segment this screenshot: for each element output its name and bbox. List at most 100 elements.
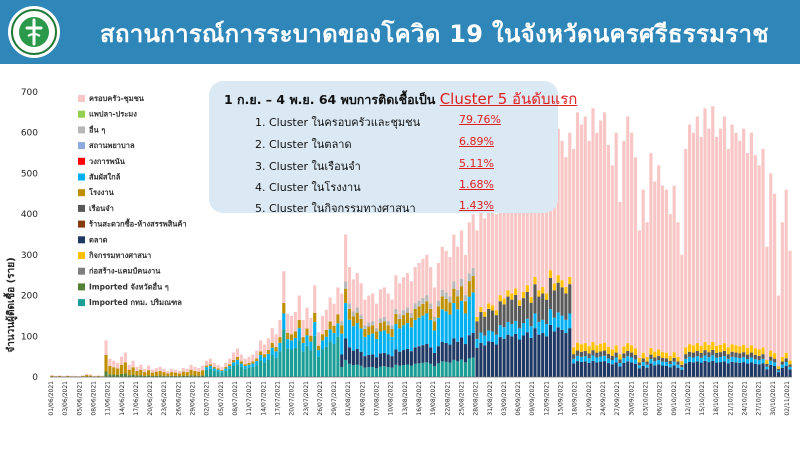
bar-segment [487, 341, 491, 377]
bar-segment [328, 329, 332, 342]
bar-segment [784, 358, 788, 363]
bar-segment [212, 370, 216, 377]
bar-segment [776, 368, 781, 371]
bar-segment [409, 281, 413, 313]
bar-segment [776, 372, 781, 377]
bar-segment [479, 206, 483, 307]
bar-segment [545, 324, 549, 337]
bar-segment [320, 334, 325, 341]
summary-heading: 1 ก.ย. – 4 พ.ย. 64 พบการติดเชื้อเป็น Clu… [224, 87, 577, 111]
bar-segment [626, 343, 630, 351]
x-tick-label: 08/07/2021 [232, 381, 239, 416]
bar-segment [649, 354, 653, 360]
bar-segment [722, 116, 726, 344]
bar-segment [703, 350, 707, 356]
bar-segment [564, 333, 568, 377]
bar-segment [344, 338, 348, 360]
bar-segment [769, 360, 773, 365]
bar-segment [780, 364, 784, 368]
bar-segment [487, 197, 491, 304]
bar-segment [347, 267, 352, 304]
bar-segment [514, 295, 518, 321]
bar-segment [363, 329, 367, 337]
bar-segment [201, 370, 205, 376]
bar-segment [471, 267, 475, 277]
legend-swatch [78, 95, 85, 102]
summary-heading-text: 1 ก.ย. – 4 พ.ย. 64 พบการติดเชื้อเป็น [224, 92, 436, 107]
bar-segment [541, 333, 545, 377]
bar-segment [174, 369, 178, 373]
bar-segment [425, 301, 429, 314]
bar-segment [591, 350, 595, 356]
bar-segment [73, 376, 77, 377]
bar-segment [660, 357, 665, 362]
bar-segment [506, 290, 510, 297]
bar-segment [595, 357, 599, 363]
bar-segment [684, 354, 688, 359]
bar-segment [340, 321, 344, 326]
bar-segment [247, 364, 251, 368]
bar-segment [498, 325, 502, 338]
bar-segment [398, 314, 402, 319]
bar-segment [239, 354, 243, 362]
bar-segment [286, 313, 290, 333]
bar-segment [309, 335, 313, 342]
bar-segment [320, 349, 325, 377]
bar-segment [289, 340, 294, 350]
bar-segment [309, 317, 313, 336]
bar-segment [622, 358, 626, 363]
bar-segment [409, 327, 413, 352]
bar-segment [745, 359, 750, 364]
bar-segment [146, 370, 151, 376]
bar-segment [552, 283, 556, 291]
bar-segment [347, 319, 352, 348]
bar-segment [773, 193, 777, 354]
bar-segment [653, 357, 657, 362]
bar-segment [390, 325, 394, 330]
legend-swatch [78, 267, 85, 275]
x-tick-label: 11/06/2021 [105, 381, 112, 416]
bar-segment [382, 366, 386, 377]
bar-segment [394, 324, 398, 350]
bar-segment [753, 155, 757, 349]
bar-segment [347, 303, 352, 309]
bar-segment [734, 352, 738, 358]
bar-segment [351, 279, 355, 312]
bar-segment [251, 354, 255, 362]
bar-segment [660, 352, 665, 358]
cluster-item-1-label: 1. Cluster ในครอบครัวและชุมชน [255, 116, 421, 129]
bar-segment [633, 157, 638, 349]
bar-segment [224, 367, 228, 369]
bar-segment [255, 358, 259, 362]
bar-segment [177, 376, 182, 377]
bar-segment [301, 320, 305, 338]
legend-swatch [78, 157, 85, 165]
bar-segment [301, 351, 305, 377]
bar-segment [657, 355, 661, 361]
bar-segment [487, 308, 491, 331]
bar-segment [649, 153, 653, 348]
bar-segment [65, 376, 69, 377]
bar-segment [637, 230, 641, 358]
bar-segment [336, 336, 340, 377]
bar-segment [560, 315, 564, 330]
bar-segment [324, 336, 328, 347]
bar-segment [390, 329, 394, 337]
bar-segment [204, 369, 209, 377]
bar-segment [119, 356, 124, 365]
bar-segment [127, 369, 131, 376]
bar-segment [761, 363, 765, 377]
cluster-item-2-value: 6.89% [459, 135, 494, 148]
bar-segment [351, 316, 355, 327]
bar-segment [572, 363, 576, 377]
x-tick-label: 29/07/2021 [331, 381, 338, 416]
bar-segment [572, 358, 576, 364]
bar-segment [278, 342, 282, 352]
bar-segment [216, 364, 220, 369]
bar-segment [537, 334, 541, 377]
bar-segment [247, 367, 251, 377]
x-tick-label: 12/09/2021 [543, 381, 550, 416]
bar-segment [421, 345, 425, 363]
x-tick-label: 16/08/2021 [416, 381, 423, 416]
x-tick-label: 02/07/2021 [204, 381, 211, 416]
